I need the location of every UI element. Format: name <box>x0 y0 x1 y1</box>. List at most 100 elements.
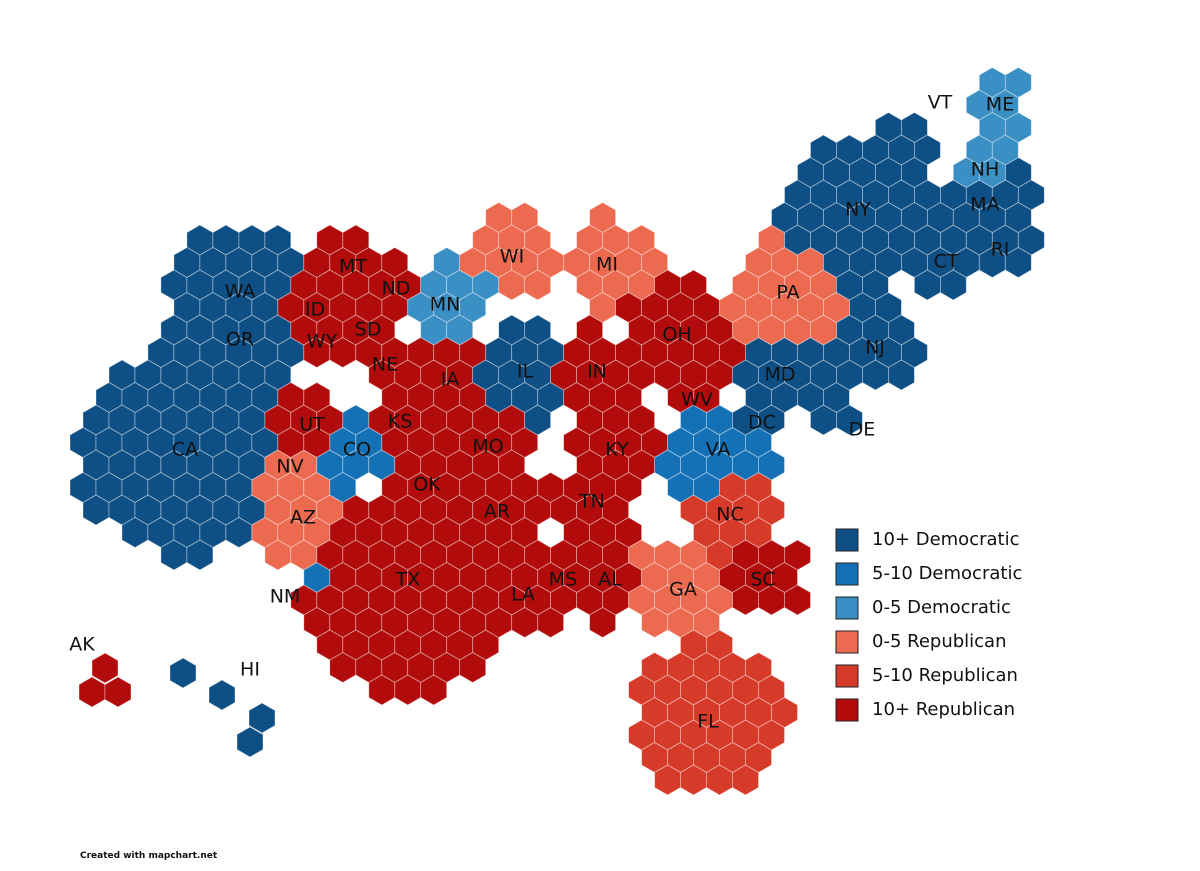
state-label: NM <box>270 586 301 608</box>
hex <box>589 607 616 638</box>
hex <box>758 404 785 436</box>
state-label: OR <box>226 329 254 351</box>
state-in <box>550 314 642 436</box>
state-ms <box>524 539 590 616</box>
legend-label: 5-10 Democratic <box>872 563 1022 584</box>
state-pa <box>719 224 850 346</box>
state-label: CA <box>172 439 198 461</box>
state-label: TX <box>395 569 421 591</box>
state-label: MO <box>472 436 503 458</box>
state-label: RI <box>991 239 1010 261</box>
hex <box>862 269 889 301</box>
legend-swatch <box>835 562 859 586</box>
state-label: WA <box>225 281 256 303</box>
legend: 10+ Democratic 5-10 Democratic 0-5 Democra… <box>835 528 1022 722</box>
hex <box>784 584 811 616</box>
hex <box>901 157 928 188</box>
hex <box>169 657 197 689</box>
state-la <box>485 539 564 638</box>
state-ia <box>407 337 487 436</box>
state-label: MT <box>339 256 367 278</box>
hex <box>732 764 759 796</box>
hex <box>524 404 551 436</box>
state-label: CO <box>343 439 371 461</box>
state-label: OK <box>413 474 441 496</box>
state-label: AK <box>69 634 95 656</box>
state-vt <box>862 112 941 188</box>
state-il <box>472 314 564 436</box>
state-ok <box>381 449 474 526</box>
state-label: IA <box>441 369 460 391</box>
state-sc <box>719 539 811 616</box>
state-label: SC <box>750 569 775 591</box>
state-label: ID <box>305 299 325 321</box>
state-ri <box>965 224 1045 278</box>
state-oh <box>615 269 746 391</box>
state-label: ME <box>986 94 1014 116</box>
state-label: UT <box>299 414 325 436</box>
state-label: NJ <box>865 337 885 359</box>
state-label: VA <box>706 439 731 461</box>
state-fl <box>628 629 798 796</box>
state-label: NE <box>372 354 398 376</box>
state-ct <box>914 224 980 301</box>
state-wv <box>667 382 720 413</box>
state-label: WI <box>500 246 524 268</box>
legend-label: 5-10 Republican <box>872 665 1018 686</box>
state-label: NV <box>276 456 303 478</box>
state-label: AZ <box>290 507 316 529</box>
state-label: WV <box>681 389 713 411</box>
state-label: FL <box>697 711 719 733</box>
state-label: WY <box>307 331 338 353</box>
state-label: GA <box>669 579 697 601</box>
state-hi <box>169 657 276 758</box>
state-label: KY <box>605 439 629 461</box>
legend-label: 10+ Democratic <box>872 529 1019 550</box>
state-label: ND <box>382 278 411 300</box>
hex <box>810 314 837 346</box>
hex <box>186 539 214 571</box>
legend-label: 10+ Republican <box>872 699 1015 720</box>
state-de <box>810 382 863 436</box>
state-id <box>277 269 357 346</box>
state-label: KS <box>388 411 413 433</box>
state-tx <box>290 494 500 706</box>
state-label: NC <box>716 504 743 526</box>
legend-swatch <box>835 596 859 620</box>
state-label: MD <box>764 364 795 386</box>
hex <box>693 472 720 503</box>
state-label: HI <box>240 659 260 681</box>
hex <box>1004 112 1032 143</box>
state-label: DE <box>849 419 876 441</box>
state-ny <box>771 134 941 301</box>
state-nd <box>368 247 422 323</box>
state-mt <box>303 224 383 301</box>
hex <box>208 679 236 711</box>
state-label: SD <box>355 319 382 341</box>
state-mn <box>407 247 500 346</box>
hex <box>706 539 733 571</box>
state-or <box>147 314 305 413</box>
hex <box>758 449 785 481</box>
state-wi <box>459 202 564 301</box>
state-label: CT <box>934 251 959 273</box>
state-label: PA <box>776 282 799 304</box>
state-md <box>732 337 837 413</box>
state-label: TN <box>578 491 605 513</box>
state-label: IN <box>587 361 607 383</box>
hex <box>1004 247 1032 278</box>
state-tn <box>537 472 642 548</box>
hex <box>888 359 915 391</box>
hex <box>78 676 106 708</box>
state-nv <box>251 449 318 503</box>
state-label: MI <box>596 254 618 276</box>
state-ca <box>69 359 279 571</box>
state-va <box>654 404 785 503</box>
state-ky <box>563 404 668 503</box>
hex <box>693 382 720 413</box>
state-ar <box>459 472 551 548</box>
state-label: NH <box>971 159 1000 181</box>
state-az <box>251 472 344 571</box>
